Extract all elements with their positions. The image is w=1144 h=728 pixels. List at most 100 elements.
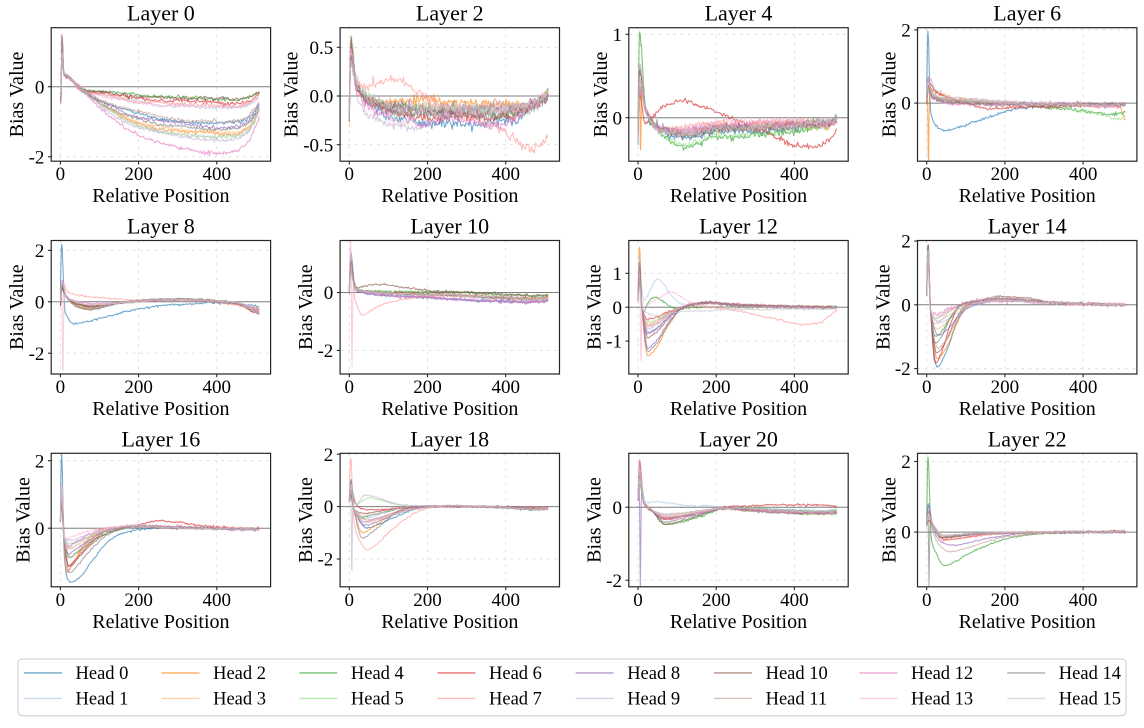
svg-text:Relative Position: Relative Position xyxy=(381,398,518,420)
svg-text:-1: -1 xyxy=(606,332,622,353)
svg-text:Relative Position: Relative Position xyxy=(670,398,807,420)
svg-text:Bias Value: Bias Value xyxy=(584,477,606,563)
svg-text:Head 11: Head 11 xyxy=(766,690,827,710)
svg-text:0: 0 xyxy=(56,590,66,611)
svg-text:200: 200 xyxy=(124,164,153,185)
svg-text:Bias Value: Bias Value xyxy=(295,264,317,350)
svg-text:0: 0 xyxy=(633,590,643,611)
svg-text:Relative Position: Relative Position xyxy=(92,611,229,633)
svg-text:Layer 0: Layer 0 xyxy=(127,1,195,26)
svg-text:0: 0 xyxy=(35,519,45,540)
svg-text:Relative Position: Relative Position xyxy=(670,185,807,207)
svg-text:400: 400 xyxy=(491,590,520,611)
svg-text:Layer 12: Layer 12 xyxy=(699,214,778,239)
svg-text:200: 200 xyxy=(702,590,731,611)
svg-text:0: 0 xyxy=(56,164,66,185)
svg-text:0: 0 xyxy=(922,590,932,611)
svg-text:Bias Value: Bias Value xyxy=(6,52,28,138)
svg-text:0: 0 xyxy=(613,298,623,319)
svg-text:-2: -2 xyxy=(895,359,911,380)
svg-text:400: 400 xyxy=(203,164,232,185)
svg-text:0: 0 xyxy=(324,283,334,304)
svg-text:Bias Value: Bias Value xyxy=(872,264,894,350)
svg-text:200: 200 xyxy=(991,590,1020,611)
svg-text:400: 400 xyxy=(1069,590,1098,611)
svg-text:0: 0 xyxy=(633,164,643,185)
svg-text:0: 0 xyxy=(901,295,911,316)
svg-text:Head 3: Head 3 xyxy=(213,690,266,710)
svg-text:2: 2 xyxy=(901,232,911,253)
svg-text:Relative Position: Relative Position xyxy=(670,611,807,633)
svg-text:Relative Position: Relative Position xyxy=(381,611,518,633)
svg-text:400: 400 xyxy=(491,377,520,398)
svg-text:0: 0 xyxy=(324,497,334,518)
svg-text:Relative Position: Relative Position xyxy=(959,185,1096,207)
svg-text:0: 0 xyxy=(901,94,911,115)
svg-text:200: 200 xyxy=(124,590,153,611)
svg-text:-2: -2 xyxy=(317,341,333,362)
svg-text:Layer 14: Layer 14 xyxy=(988,214,1067,239)
svg-text:400: 400 xyxy=(491,164,520,185)
svg-text:2: 2 xyxy=(901,452,911,473)
svg-text:Head 5: Head 5 xyxy=(351,690,404,710)
svg-text:400: 400 xyxy=(1069,377,1098,398)
svg-text:0: 0 xyxy=(345,377,355,398)
svg-text:200: 200 xyxy=(413,377,442,398)
svg-text:400: 400 xyxy=(203,590,232,611)
svg-text:Relative Position: Relative Position xyxy=(959,611,1096,633)
svg-text:0: 0 xyxy=(35,77,45,98)
svg-text:Layer 20: Layer 20 xyxy=(699,426,778,451)
svg-text:200: 200 xyxy=(702,164,731,185)
svg-text:Head 13: Head 13 xyxy=(911,690,973,710)
svg-text:0: 0 xyxy=(901,523,911,544)
svg-text:1: 1 xyxy=(613,25,623,46)
svg-text:Head 9: Head 9 xyxy=(627,690,680,710)
svg-text:Head 4: Head 4 xyxy=(351,664,404,684)
svg-text:1: 1 xyxy=(613,264,623,285)
svg-text:Head 6: Head 6 xyxy=(489,664,542,684)
svg-text:2: 2 xyxy=(35,241,45,262)
svg-text:Relative Position: Relative Position xyxy=(92,398,229,420)
svg-text:0: 0 xyxy=(345,590,355,611)
svg-text:Layer 6: Layer 6 xyxy=(993,1,1061,26)
svg-text:200: 200 xyxy=(702,377,731,398)
svg-text:-2: -2 xyxy=(29,344,45,365)
svg-text:Bias Value: Bias Value xyxy=(6,264,28,350)
svg-text:400: 400 xyxy=(780,164,809,185)
svg-text:Head 14: Head 14 xyxy=(1059,664,1121,684)
svg-text:Head 12: Head 12 xyxy=(911,664,973,684)
svg-text:Layer 4: Layer 4 xyxy=(705,1,773,26)
svg-text:200: 200 xyxy=(991,164,1020,185)
svg-text:Head 0: Head 0 xyxy=(76,664,129,684)
svg-text:Layer 22: Layer 22 xyxy=(988,426,1067,451)
svg-text:400: 400 xyxy=(780,590,809,611)
svg-text:Layer 16: Layer 16 xyxy=(122,426,201,451)
svg-text:Bias Value: Bias Value xyxy=(590,52,612,138)
svg-text:0: 0 xyxy=(56,377,66,398)
svg-text:-2: -2 xyxy=(29,147,45,168)
svg-text:Bias Value: Bias Value xyxy=(879,477,901,563)
svg-text:0: 0 xyxy=(633,377,643,398)
svg-text:Relative Position: Relative Position xyxy=(959,398,1096,420)
svg-text:0: 0 xyxy=(922,164,932,185)
svg-text:Bias Value: Bias Value xyxy=(295,477,317,563)
svg-text:-2: -2 xyxy=(317,550,333,571)
svg-text:Head 10: Head 10 xyxy=(766,664,828,684)
svg-text:-0.5: -0.5 xyxy=(303,135,333,156)
svg-text:Bias Value: Bias Value xyxy=(879,52,901,138)
svg-text:Relative Position: Relative Position xyxy=(92,185,229,207)
svg-text:200: 200 xyxy=(413,164,442,185)
svg-text:400: 400 xyxy=(1069,164,1098,185)
svg-text:0: 0 xyxy=(613,108,623,129)
svg-text:Bias Value: Bias Value xyxy=(584,264,606,350)
svg-text:Layer 2: Layer 2 xyxy=(416,1,484,26)
svg-text:200: 200 xyxy=(413,590,442,611)
svg-text:Head 1: Head 1 xyxy=(76,690,129,710)
svg-text:400: 400 xyxy=(203,377,232,398)
svg-text:2: 2 xyxy=(35,451,45,472)
svg-text:200: 200 xyxy=(124,377,153,398)
svg-text:2: 2 xyxy=(324,445,334,466)
svg-text:Layer 10: Layer 10 xyxy=(410,214,489,239)
svg-text:Head 7: Head 7 xyxy=(489,690,542,710)
svg-text:Bias Value: Bias Value xyxy=(281,52,303,138)
